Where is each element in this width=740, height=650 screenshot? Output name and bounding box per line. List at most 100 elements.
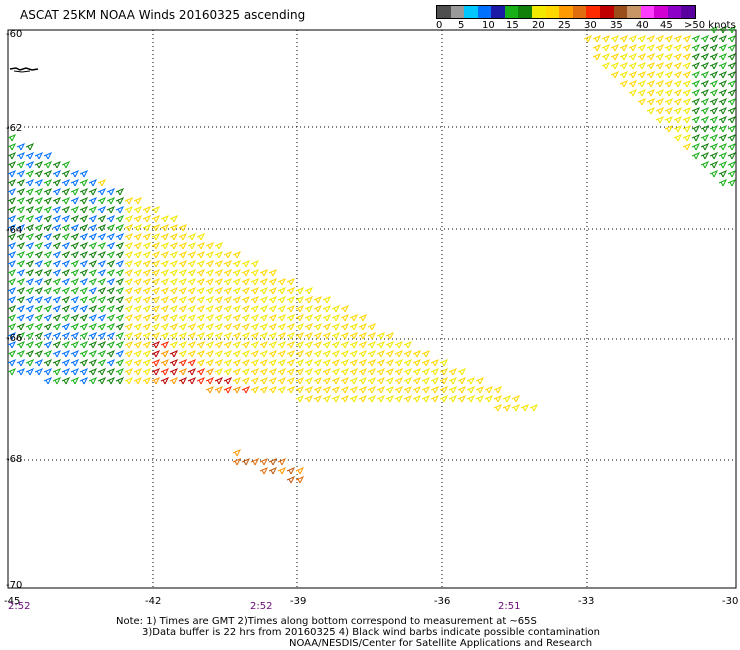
wind-barb [376, 341, 386, 349]
wind-barb [169, 278, 179, 286]
wind-barb [187, 368, 197, 376]
wind-barb [151, 305, 161, 313]
wind-barb [151, 350, 161, 358]
wind-barb [268, 350, 278, 358]
colorbar-swatch [437, 6, 451, 18]
wind-barb [52, 188, 62, 196]
wind-barb [241, 278, 251, 286]
wind-barb [61, 278, 71, 286]
wind-barb [160, 242, 170, 250]
wind-barb [457, 395, 467, 403]
wind-barb [16, 224, 26, 232]
wind-barb [205, 359, 215, 367]
wind-barb [205, 314, 215, 322]
wind-barb [232, 305, 242, 313]
wind-barb [79, 359, 89, 367]
wind-barb [25, 287, 35, 295]
wind-barb [7, 179, 17, 187]
wind-barb [187, 269, 197, 277]
wind-barb [385, 350, 395, 358]
wind-barb [16, 359, 26, 367]
colorbar-swatch [572, 6, 587, 18]
lon-label: -39 [290, 596, 307, 607]
wind-barb [295, 368, 305, 376]
wind-barb [7, 332, 17, 340]
wind-barb [214, 359, 224, 367]
wind-barb [133, 242, 143, 250]
wind-barb [268, 458, 278, 466]
wind-barb [61, 242, 71, 250]
wind-barb [196, 377, 206, 385]
wind-barb [16, 242, 26, 250]
wind-barb [394, 395, 404, 403]
wind-barb [592, 35, 602, 43]
wind-barb [214, 368, 224, 376]
wind-barb [115, 296, 125, 304]
wind-barb [115, 314, 125, 322]
wind-barb [79, 242, 89, 250]
wind-barb [412, 359, 422, 367]
wind-barb [223, 269, 233, 277]
wind-barb [88, 305, 98, 313]
wind-barb [25, 314, 35, 322]
wind-barb [313, 377, 323, 385]
wind-barb [655, 116, 665, 124]
wind-barb [259, 269, 269, 277]
wind-barb [43, 260, 53, 268]
wind-barb [160, 233, 170, 241]
wind-barb [718, 152, 728, 160]
wind-barb [115, 233, 125, 241]
wind-barb [250, 260, 260, 268]
wind-barb [16, 287, 26, 295]
wind-barb [160, 251, 170, 259]
wind-barb [403, 377, 413, 385]
wind-barb [511, 404, 521, 412]
wind-barb [340, 323, 350, 331]
wind-barb [367, 341, 377, 349]
wind-barb [124, 197, 134, 205]
wind-barb [106, 305, 116, 313]
wind-barb [277, 332, 287, 340]
wind-barb [700, 80, 710, 88]
colorbar-swatch [491, 6, 505, 18]
wind-barb [331, 395, 341, 403]
wind-barb [727, 152, 737, 160]
wind-barb [673, 89, 683, 97]
wind-barb [232, 260, 242, 268]
land-coast-fragment [9, 67, 39, 73]
wind-barb [70, 251, 80, 259]
wind-barb [376, 332, 386, 340]
wind-barb [25, 332, 35, 340]
wind-barb [637, 53, 647, 61]
wind-barb [52, 350, 62, 358]
wind-barb [25, 188, 35, 196]
wind-barb [259, 296, 269, 304]
wind-barb [196, 287, 206, 295]
wind-barb [358, 332, 368, 340]
wind-barb [52, 242, 62, 250]
wind-barb [115, 197, 125, 205]
wind-barb [133, 359, 143, 367]
wind-barb [7, 260, 17, 268]
wind-barb [709, 152, 719, 160]
wind-barb [79, 296, 89, 304]
wind-barb [187, 350, 197, 358]
wind-barb [727, 116, 737, 124]
wind-barb [151, 260, 161, 268]
wind-barb [313, 323, 323, 331]
wind-barb [88, 296, 98, 304]
wind-barb [97, 233, 107, 241]
wind-barb [187, 377, 197, 385]
wind-barb [16, 314, 26, 322]
wind-barb [286, 359, 296, 367]
wind-barb [286, 323, 296, 331]
wind-barb [169, 359, 179, 367]
wind-barb [601, 62, 611, 70]
wind-barb [313, 332, 323, 340]
wind-barb [43, 197, 53, 205]
wind-barb [7, 152, 17, 160]
wind-barb [727, 161, 737, 169]
wind-barb [88, 260, 98, 268]
wind-barb [646, 44, 656, 52]
wind-barb [673, 44, 683, 52]
